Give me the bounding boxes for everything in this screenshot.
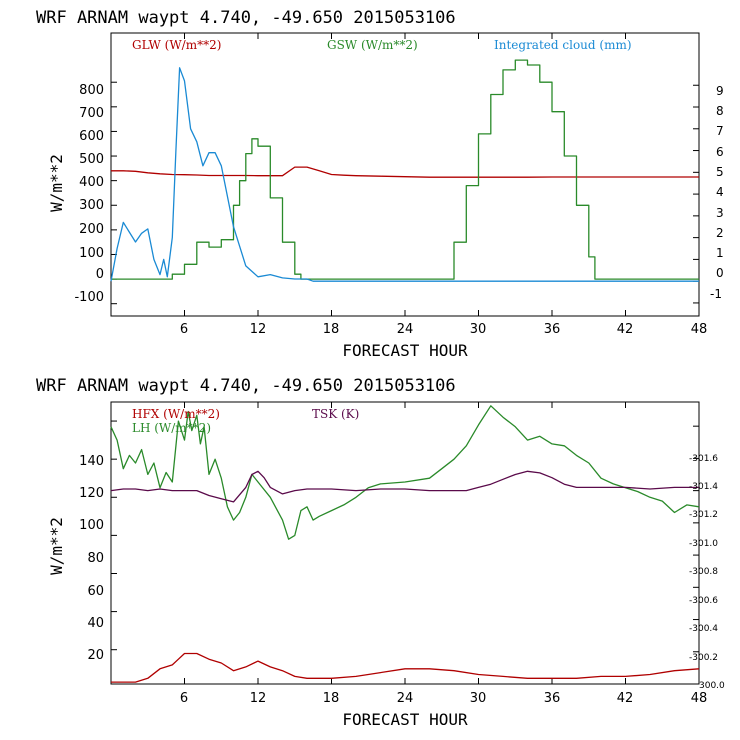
chart-top-ytick-label: 0 (96, 267, 104, 282)
chart-bottom-xtick-label: 18 (323, 691, 340, 706)
chart-bottom-xtick-label: 42 (617, 691, 634, 706)
chart-bottom-ytick-label: 100 (79, 518, 104, 533)
chart-bottom-y2tick-label: -300.8 (689, 567, 718, 577)
chart-bottom-y2tick-label: -301.0 (689, 539, 718, 549)
chart-bottom-y2tick-label: -301.6 (689, 454, 718, 464)
chart-top-y2tick-label: 0 (716, 266, 724, 280)
chart-top-y2tick-label: 8 (716, 104, 724, 118)
chart-top-xtick-label: 36 (544, 322, 561, 337)
chart-bottom-series-line (111, 652, 700, 683)
chart-top-xtick-label: 12 (250, 322, 267, 337)
chart-top-xtick-label: 18 (323, 322, 340, 337)
chart-top-ytick-label: 500 (79, 152, 104, 167)
chart-bottom-title: WRF ARNAM waypt 4.740, -49.650 201505310… (36, 376, 456, 396)
chart-top-series-line (111, 59, 699, 280)
chart-top-ytick-label: 300 (79, 198, 104, 213)
chart-top-y2tick-label: 5 (716, 165, 724, 179)
chart-top-xtick-label: 30 (470, 322, 487, 337)
chart-top-ytick-label: 100 (79, 246, 104, 261)
chart-bottom-series-line (110, 405, 700, 540)
chart-top-ytick-label: 400 (79, 175, 104, 190)
chart-top-xtick-label: 24 (397, 322, 414, 337)
chart-top-legend-glw: GLW (W/m**2) (132, 38, 221, 52)
chart-bottom-xtick-label: 24 (397, 691, 414, 706)
chart-bottom-xlabel: FORECAST HOUR (342, 710, 468, 729)
chart-bottom-xtick-label: 6 (180, 691, 188, 706)
chart-top: WRF ARNAM waypt 4.740, -49.650 201505310… (36, 8, 724, 360)
chart-top-xtick-label: 48 (691, 322, 708, 337)
chart-top-title: WRF ARNAM waypt 4.740, -49.650 201505310… (36, 8, 456, 28)
chart-bottom-ytick-label: 20 (87, 648, 104, 663)
chart-top-y2tick-label: 3 (716, 206, 724, 220)
chart-bottom-y2tick-label: -300.6 (689, 596, 718, 606)
chart-top-xlabel: FORECAST HOUR (342, 341, 468, 360)
chart-top-ytick-label: 700 (79, 106, 104, 121)
chart-bottom-ytick-label: 60 (87, 584, 104, 599)
chart-bottom-legend-tsk: TSK (K) (312, 407, 359, 421)
chart-bottom-xtick-label: 36 (544, 691, 561, 706)
chart-bottom-ytick-label: 120 (79, 486, 104, 501)
chart-bottom-y2tick-label: 300.0 (699, 681, 725, 691)
chart-bottom-ytick-label: 80 (87, 551, 104, 566)
chart-top-y2tick-label: 9 (716, 84, 724, 98)
chart-top-series-line (111, 166, 699, 178)
chart-bottom-legend-hfx: HFX (W/m**2) (132, 407, 220, 421)
chart-bottom-y2tick-label: -300.2 (689, 653, 718, 663)
chart-bottom-legend-lh: LH (W/m**2) (132, 421, 211, 435)
chart-bottom: WRF ARNAM waypt 4.740, -49.650 201505310… (36, 376, 725, 729)
chart-top-series-line (110, 67, 699, 282)
chart-bottom-xtick-label: 48 (691, 691, 708, 706)
chart-top-ytick-label: 800 (79, 83, 104, 98)
chart-bottom-ytick-label: 40 (87, 616, 104, 631)
chart-bottom-y2tick-label: -301.4 (689, 482, 718, 492)
chart-bottom-plot-frame (110, 401, 700, 685)
chart-bottom-xtick-label: 30 (470, 691, 487, 706)
chart-top-xtick-label: 6 (180, 322, 188, 337)
chart-top-legend-cloud: Integrated cloud (mm) (494, 38, 632, 52)
chart-bottom-ylabel: W/m**2 (47, 517, 66, 575)
chart-top-y2tick-label: 2 (716, 226, 724, 240)
chart-top-xtick-label: 42 (617, 322, 634, 337)
chart-top-y2tick-label: -1 (710, 287, 722, 301)
chart-bottom-y2tick-label: -301.2 (689, 510, 718, 520)
chart-top-legend-gsw: GSW (W/m**2) (327, 38, 418, 52)
chart-top-y2tick-label: 4 (716, 185, 724, 199)
chart-bottom-xtick-label: 12 (250, 691, 267, 706)
chart-top-ytick-label: -100 (74, 290, 104, 305)
chart-bottom-y2tick-label: -300.4 (689, 624, 718, 634)
chart-top-y2tick-label: 6 (716, 145, 724, 159)
chart-top-ytick-label: 200 (79, 222, 104, 237)
chart-top-ylabel: W/m**2 (47, 154, 66, 212)
chart-top-y2tick-label: 1 (716, 246, 724, 260)
chart-top-ytick-label: 600 (79, 129, 104, 144)
chart-bottom-ytick-label: 140 (79, 454, 104, 469)
chart-bottom-marks (110, 402, 700, 685)
chart-top-marks (110, 33, 700, 316)
chart-top-y2tick-label: 7 (716, 124, 724, 138)
chart-bottom-series-line (110, 470, 699, 503)
